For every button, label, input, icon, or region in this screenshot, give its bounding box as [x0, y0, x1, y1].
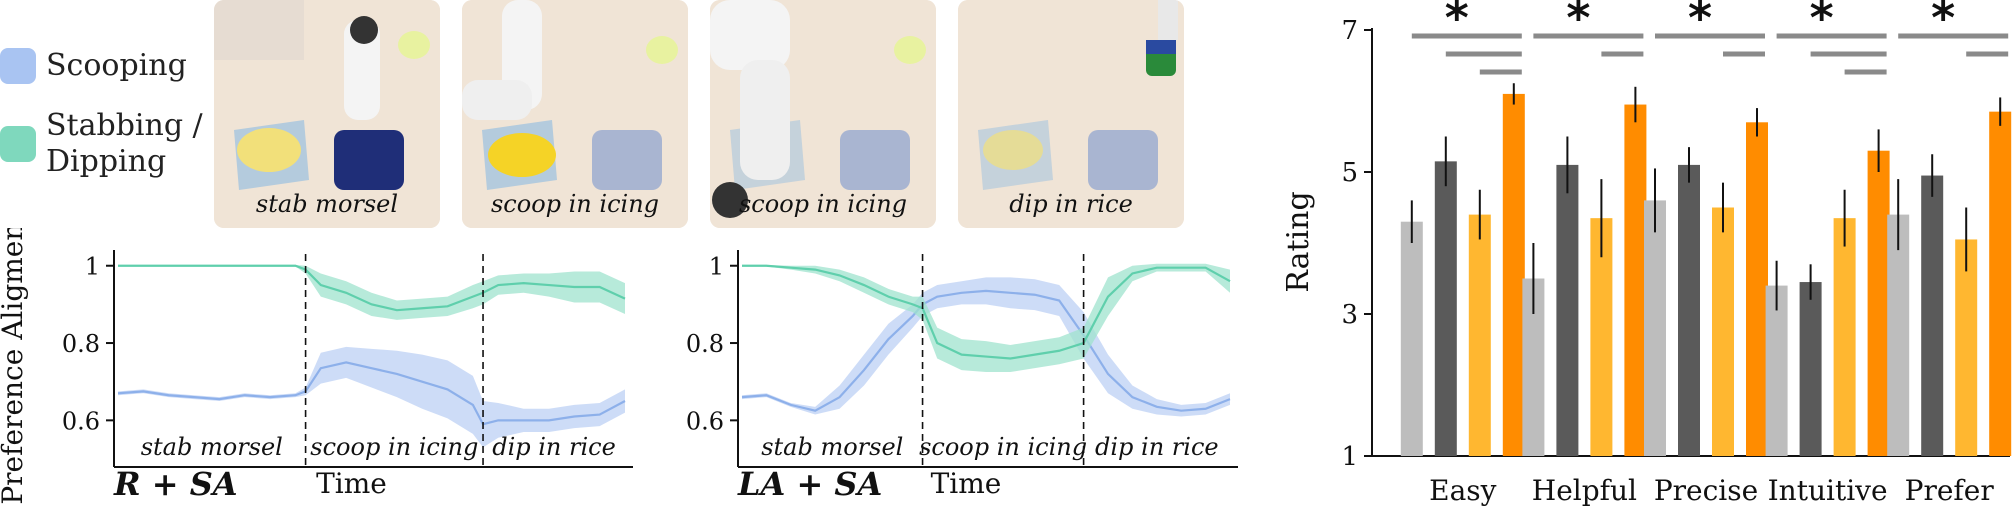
phase-label: dip in rice [1095, 433, 1219, 461]
line-scooping [741, 289, 1231, 412]
band-stabbing [742, 263, 1230, 373]
photo-2: scoop in icing [462, 0, 688, 228]
bar [1624, 104, 1647, 457]
phase-label: stab morsel [761, 433, 903, 461]
line-plot-ylabel: Preference Aligment [0, 228, 29, 505]
bar-y-tick-label: 1 [1341, 442, 1358, 472]
bar [1867, 150, 1890, 456]
line-scooping [117, 361, 626, 426]
bar [1502, 93, 1525, 457]
bar [1921, 175, 1944, 457]
bar-x-tick-label: Helpful [1532, 474, 1637, 507]
bar-y-axis-label: Rating [1281, 191, 1316, 292]
line-stabbing [742, 264, 1231, 360]
bar-chart: 1357RatingEasy*Helpful*Precise*Intuitive… [1281, 0, 2012, 507]
x-axis-label: Time [316, 467, 387, 500]
photo-3-caption: scoop in icing [738, 190, 908, 218]
method-label: LA + SA [737, 465, 882, 503]
line-plots: Preference Aligment 0.6 0.8 1 stab morsel sc… [0, 228, 1238, 505]
bar [1833, 218, 1856, 456]
bar-x-tick-label: Prefer [1905, 474, 1995, 507]
legend-item-scooping: Scooping [0, 48, 187, 84]
photo-1-image [214, 0, 440, 228]
phase-label: scoop in icing [919, 433, 1087, 461]
photo-2-caption: scoop in icing [490, 190, 660, 218]
y-tick-label: 1 [85, 253, 100, 281]
bar-x-tick-label: Precise [1654, 474, 1758, 507]
photo-4: dip in rice [958, 0, 1184, 228]
legend-label-stabbing-line1: Stabbing / [46, 108, 203, 143]
bar-x-tick-label: Easy [1429, 474, 1497, 507]
bar [1590, 218, 1613, 456]
y-tick-label: 0.8 [62, 330, 100, 358]
method-label: R + SA [113, 465, 238, 503]
photo-4-caption: dip in rice [1009, 190, 1133, 218]
legend-label-stabbing-line2: Dipping [46, 144, 167, 179]
bar [1887, 214, 1910, 456]
band-stabbing [118, 264, 625, 320]
line-panel-la-sa: 0.6 0.8 1 stab morsel scoop in icing dip in r… [686, 250, 1238, 503]
bar-y-tick-label: 5 [1341, 158, 1358, 188]
bar [1468, 214, 1491, 456]
bar [1955, 239, 1978, 456]
legend-swatch-stabbing [0, 126, 36, 162]
y-tick-label: 1 [709, 253, 724, 281]
photo-3: scoop in icing [710, 0, 936, 228]
bar [1989, 111, 2012, 457]
bar [1678, 164, 1700, 456]
photo-3-image [710, 0, 936, 228]
legend-swatch-scooping [0, 48, 36, 84]
x-axis-label: Time [931, 467, 1002, 500]
phase-label: dip in rice [492, 433, 616, 461]
bar [1434, 161, 1457, 456]
bar [1556, 164, 1579, 456]
bar [1765, 285, 1788, 456]
y-tick-label: 0.6 [62, 407, 100, 435]
bar [1712, 207, 1734, 456]
legend-label-scooping: Scooping [46, 48, 187, 83]
band-scooping [118, 346, 625, 448]
photo-2-image [462, 0, 688, 228]
bar [1522, 278, 1545, 456]
y-tick-label: 0.6 [686, 407, 724, 435]
line-panel-r-sa: 0.6 0.8 1 stab morsel scoop in icing dip in r… [62, 250, 633, 503]
bar-y-tick-label: 3 [1341, 300, 1358, 330]
line-stabbing [118, 264, 626, 312]
band-scooping [742, 277, 1230, 417]
bar [1644, 200, 1666, 456]
phase-label: stab morsel [141, 433, 283, 461]
bar-chart-content: 1357RatingEasy*Helpful*Precise*Intuitive… [1281, 0, 2012, 507]
photo-4-image [958, 0, 1184, 228]
y-tick-label: 0.8 [686, 330, 724, 358]
bar [1746, 122, 1768, 457]
bar [1799, 282, 1822, 456]
bar [1400, 221, 1423, 456]
legend: Scooping Stabbing / Dipping [0, 30, 210, 190]
legend-item-stabbing: Stabbing / Dipping [0, 108, 203, 180]
bar-y-tick-label: 7 [1341, 16, 1358, 46]
phase-label: scoop in icing [310, 433, 478, 461]
bar-x-tick-label: Intuitive [1768, 474, 1888, 507]
photo-1-caption: stab morsel [255, 190, 399, 218]
photo-1: stab morsel [214, 0, 440, 228]
